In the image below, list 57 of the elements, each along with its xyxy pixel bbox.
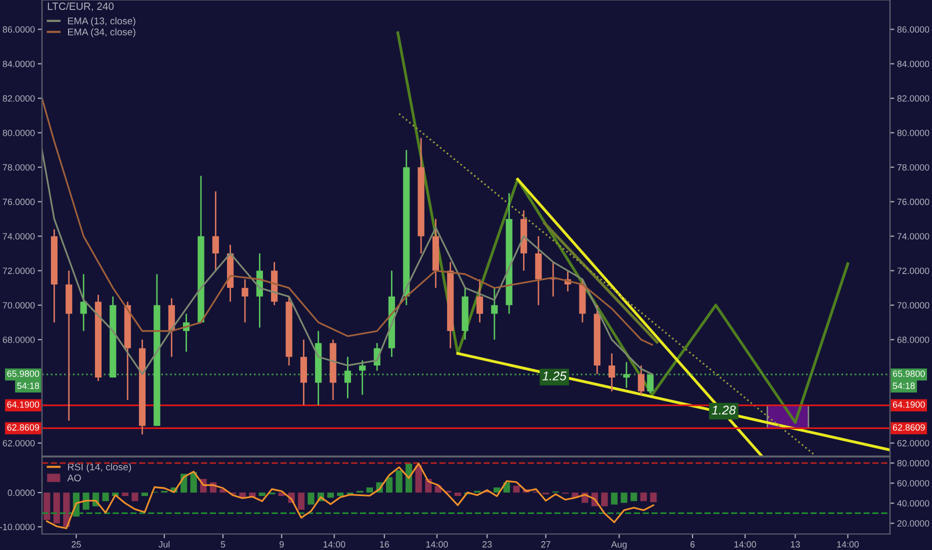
text: 54:18 xyxy=(17,382,40,389)
x-tick-label: 16 xyxy=(380,541,390,548)
x-tick-label: 5 xyxy=(220,541,226,548)
y2-tick-label: 74.0000 xyxy=(897,233,930,240)
y2-tick-label: 60.0000 xyxy=(897,480,930,486)
x-tick-label: Jul xyxy=(158,540,170,548)
y-tick-label: 70.0000 xyxy=(2,302,35,309)
y-tick-label: 86.0000 xyxy=(2,26,35,33)
y2-tick-label: 84.0000 xyxy=(897,60,930,68)
y2-tick-label: 80.0000 xyxy=(897,460,930,466)
y2-tick-label: 76.0000 xyxy=(897,198,930,206)
y-tick-label: 76.0000 xyxy=(2,198,35,206)
chart-title: LTC/EUR, 240 xyxy=(48,2,114,12)
x-tick-label: 14:00 xyxy=(426,541,448,548)
text: 64.1900 xyxy=(893,401,925,408)
text: 65.9800 xyxy=(893,370,925,377)
y-tick-label: 68.0000 xyxy=(2,336,35,343)
y2-tick-label: 68.0000 xyxy=(897,336,930,343)
x-tick-label: Aug xyxy=(611,541,627,550)
y-tick-label: 0.0000 xyxy=(8,490,35,496)
x-tick-label: 6 xyxy=(690,541,695,548)
y2-tick-label: 70.0000 xyxy=(897,302,930,309)
y-tick-label: 78.0000 xyxy=(2,164,35,171)
x-tick-label: 14:00 xyxy=(324,541,346,548)
y-tick-label: -10.0000 xyxy=(0,524,35,530)
y-tick-label: 82.0000 xyxy=(2,95,35,102)
y2-tick-label: 40.0000 xyxy=(897,500,930,507)
y2-tick-label: 78.0000 xyxy=(897,164,930,171)
x-tick-label: 9 xyxy=(280,541,284,548)
y-tick-label: 84.0000 xyxy=(2,60,35,68)
x-tick-label: 14:00 xyxy=(734,541,756,548)
annotation: 1.28 xyxy=(712,406,736,415)
y2-tick-label: 82.0000 xyxy=(897,95,930,102)
y-tick-label: 72.0000 xyxy=(2,268,35,274)
text: 54:18 xyxy=(892,382,915,389)
ref-line-label: 62.8609 xyxy=(7,424,40,431)
legend-label: RSI (14, close) xyxy=(68,463,131,472)
y2-tick-label: 80.0000 xyxy=(897,130,930,136)
y2-tick-label: 62.0000 xyxy=(897,440,930,446)
legend-label: EMA (13, close) xyxy=(68,17,136,26)
y2-tick-label: 86.0000 xyxy=(897,26,930,33)
text: 62.8609 xyxy=(893,424,925,431)
x-tick-label: 13 xyxy=(790,541,800,548)
legend-label: AO xyxy=(67,474,81,482)
y-tick-label: 80.0000 xyxy=(2,130,35,136)
x-tick-label: 23 xyxy=(482,541,492,548)
y2-tick-label: 20.0000 xyxy=(897,520,930,527)
annotation: 1.25 xyxy=(542,372,567,380)
ref-line-label: 64.1900 xyxy=(7,401,40,408)
y-tick-label: 74.0000 xyxy=(2,233,35,240)
legend-label: EMA (34, close) xyxy=(68,28,136,38)
y-tick-label: 62.0000 xyxy=(2,440,35,446)
x-tick-label: 27 xyxy=(541,541,550,548)
ref-line-label: 65.9800 xyxy=(7,370,40,377)
x-tick-label: 25 xyxy=(72,541,81,548)
y2-tick-label: 72.0000 xyxy=(897,268,930,274)
x-tick-label: 14:00 xyxy=(837,541,859,548)
